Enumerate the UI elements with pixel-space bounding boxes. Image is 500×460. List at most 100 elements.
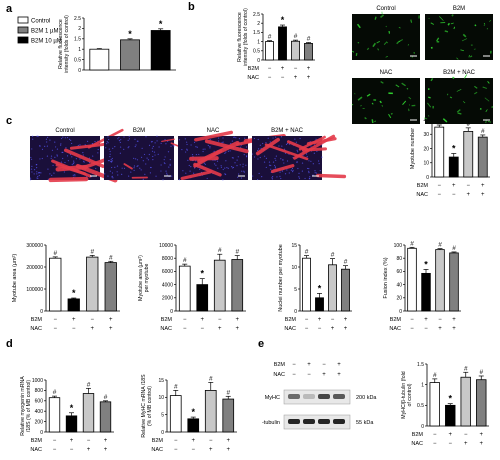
significance-mark: #	[87, 381, 91, 388]
significance-mark: *	[424, 259, 428, 269]
fluorescent-signal	[352, 50, 355, 53]
nucleus	[202, 150, 204, 153]
significance-mark: *	[281, 15, 285, 25]
y-tick-label: 2	[257, 21, 260, 27]
nucleus	[123, 136, 125, 138]
treatment-sign: −	[437, 183, 441, 189]
nucleus	[36, 135, 38, 137]
nucleus	[236, 159, 238, 161]
nucleus	[232, 157, 234, 159]
treatment-sign: +	[104, 447, 108, 453]
nucleus	[107, 142, 109, 144]
bar	[222, 398, 235, 433]
fluorescent-signal	[473, 91, 478, 95]
micrograph-title: Control	[376, 6, 395, 12]
treatment-sign: −	[53, 326, 57, 332]
treatment-sign: −	[438, 317, 442, 323]
treatment-sign: −	[294, 66, 298, 72]
fluorescent-signal	[427, 102, 432, 108]
y-tick-label: 20	[423, 146, 429, 152]
significance-mark: *	[191, 407, 195, 417]
y-tick-label: 0	[426, 175, 429, 181]
nucleus	[188, 164, 190, 167]
nucleus	[110, 161, 112, 163]
treatment-label: B2M	[152, 438, 164, 444]
micrograph-background	[352, 14, 420, 60]
fluorescent-signal	[487, 81, 490, 84]
nucleus	[120, 139, 122, 141]
y-tick-label: 0	[40, 309, 43, 315]
treatment-label: B2M	[31, 438, 43, 444]
bar	[434, 126, 445, 178]
blot-treatment-label: B2M	[274, 362, 286, 368]
nucleus	[272, 175, 274, 178]
fluorescent-signal	[430, 46, 433, 49]
nucleus	[226, 166, 228, 169]
nucleus	[110, 159, 112, 161]
nucleus	[231, 157, 234, 159]
bar	[82, 393, 95, 433]
nucleus	[73, 160, 75, 162]
blot-treatment-sign: +	[337, 372, 341, 378]
treatment-sign: +	[87, 447, 91, 453]
nucleus	[280, 136, 283, 138]
legend-label: Control	[31, 19, 50, 25]
nucleus	[261, 176, 263, 178]
bar	[67, 298, 80, 312]
bar	[302, 257, 311, 312]
treatment-sign: −	[209, 438, 213, 444]
treatment-sign: +	[191, 438, 195, 444]
y-tick-label: 1.5	[253, 30, 260, 36]
fluorescent-signal	[364, 117, 367, 120]
micrograph-background	[30, 136, 100, 180]
nucleus	[237, 176, 239, 178]
fluorescent-signal	[456, 57, 459, 60]
nucleus	[39, 172, 41, 174]
nucleus	[83, 161, 85, 163]
bar	[120, 39, 140, 71]
nucleus	[317, 160, 320, 162]
nucleus	[186, 148, 188, 150]
treatment-sign: −	[72, 326, 76, 332]
nucleus	[268, 161, 271, 163]
nucleus	[74, 174, 76, 176]
blot-protein-label: -tubulin	[262, 420, 280, 426]
nucleus	[237, 156, 239, 158]
nucleus	[41, 148, 44, 150]
nucleus	[151, 147, 154, 149]
nucleus	[134, 138, 136, 140]
nucleus	[109, 155, 111, 158]
blot-band	[333, 394, 345, 399]
blot-protein-label: MyHC	[265, 395, 280, 401]
nucleus	[116, 171, 118, 173]
nucleus	[283, 162, 285, 164]
myotube	[48, 176, 89, 183]
nucleus	[306, 167, 309, 170]
treatment-sign: +	[452, 183, 456, 189]
nucleus	[229, 150, 231, 152]
nucleus	[222, 179, 224, 181]
treatment-sign: −	[218, 317, 222, 323]
nucleus	[181, 148, 183, 151]
nucleus	[213, 163, 216, 165]
nucleus	[108, 148, 110, 150]
nucleus	[308, 172, 310, 174]
nucleus	[72, 163, 74, 165]
nucleus	[263, 161, 266, 163]
y-tick-label: 10	[423, 161, 429, 167]
bar	[48, 397, 61, 433]
treatment-sign: −	[90, 317, 94, 323]
y-axis-label: Nuclei number per myotube	[278, 244, 284, 312]
fluorescent-signal	[462, 33, 467, 38]
nucleus	[107, 136, 109, 138]
treatment-sign: +	[235, 326, 239, 332]
nucleus	[35, 164, 37, 166]
nucleus	[114, 146, 116, 148]
nucleus	[77, 144, 79, 147]
nucleus	[107, 175, 109, 177]
bar	[204, 389, 217, 433]
nucleus	[47, 168, 49, 170]
nucleus	[112, 177, 114, 179]
blot-treatment-sign: −	[322, 362, 326, 368]
y-tick-label: 200000	[26, 265, 43, 271]
